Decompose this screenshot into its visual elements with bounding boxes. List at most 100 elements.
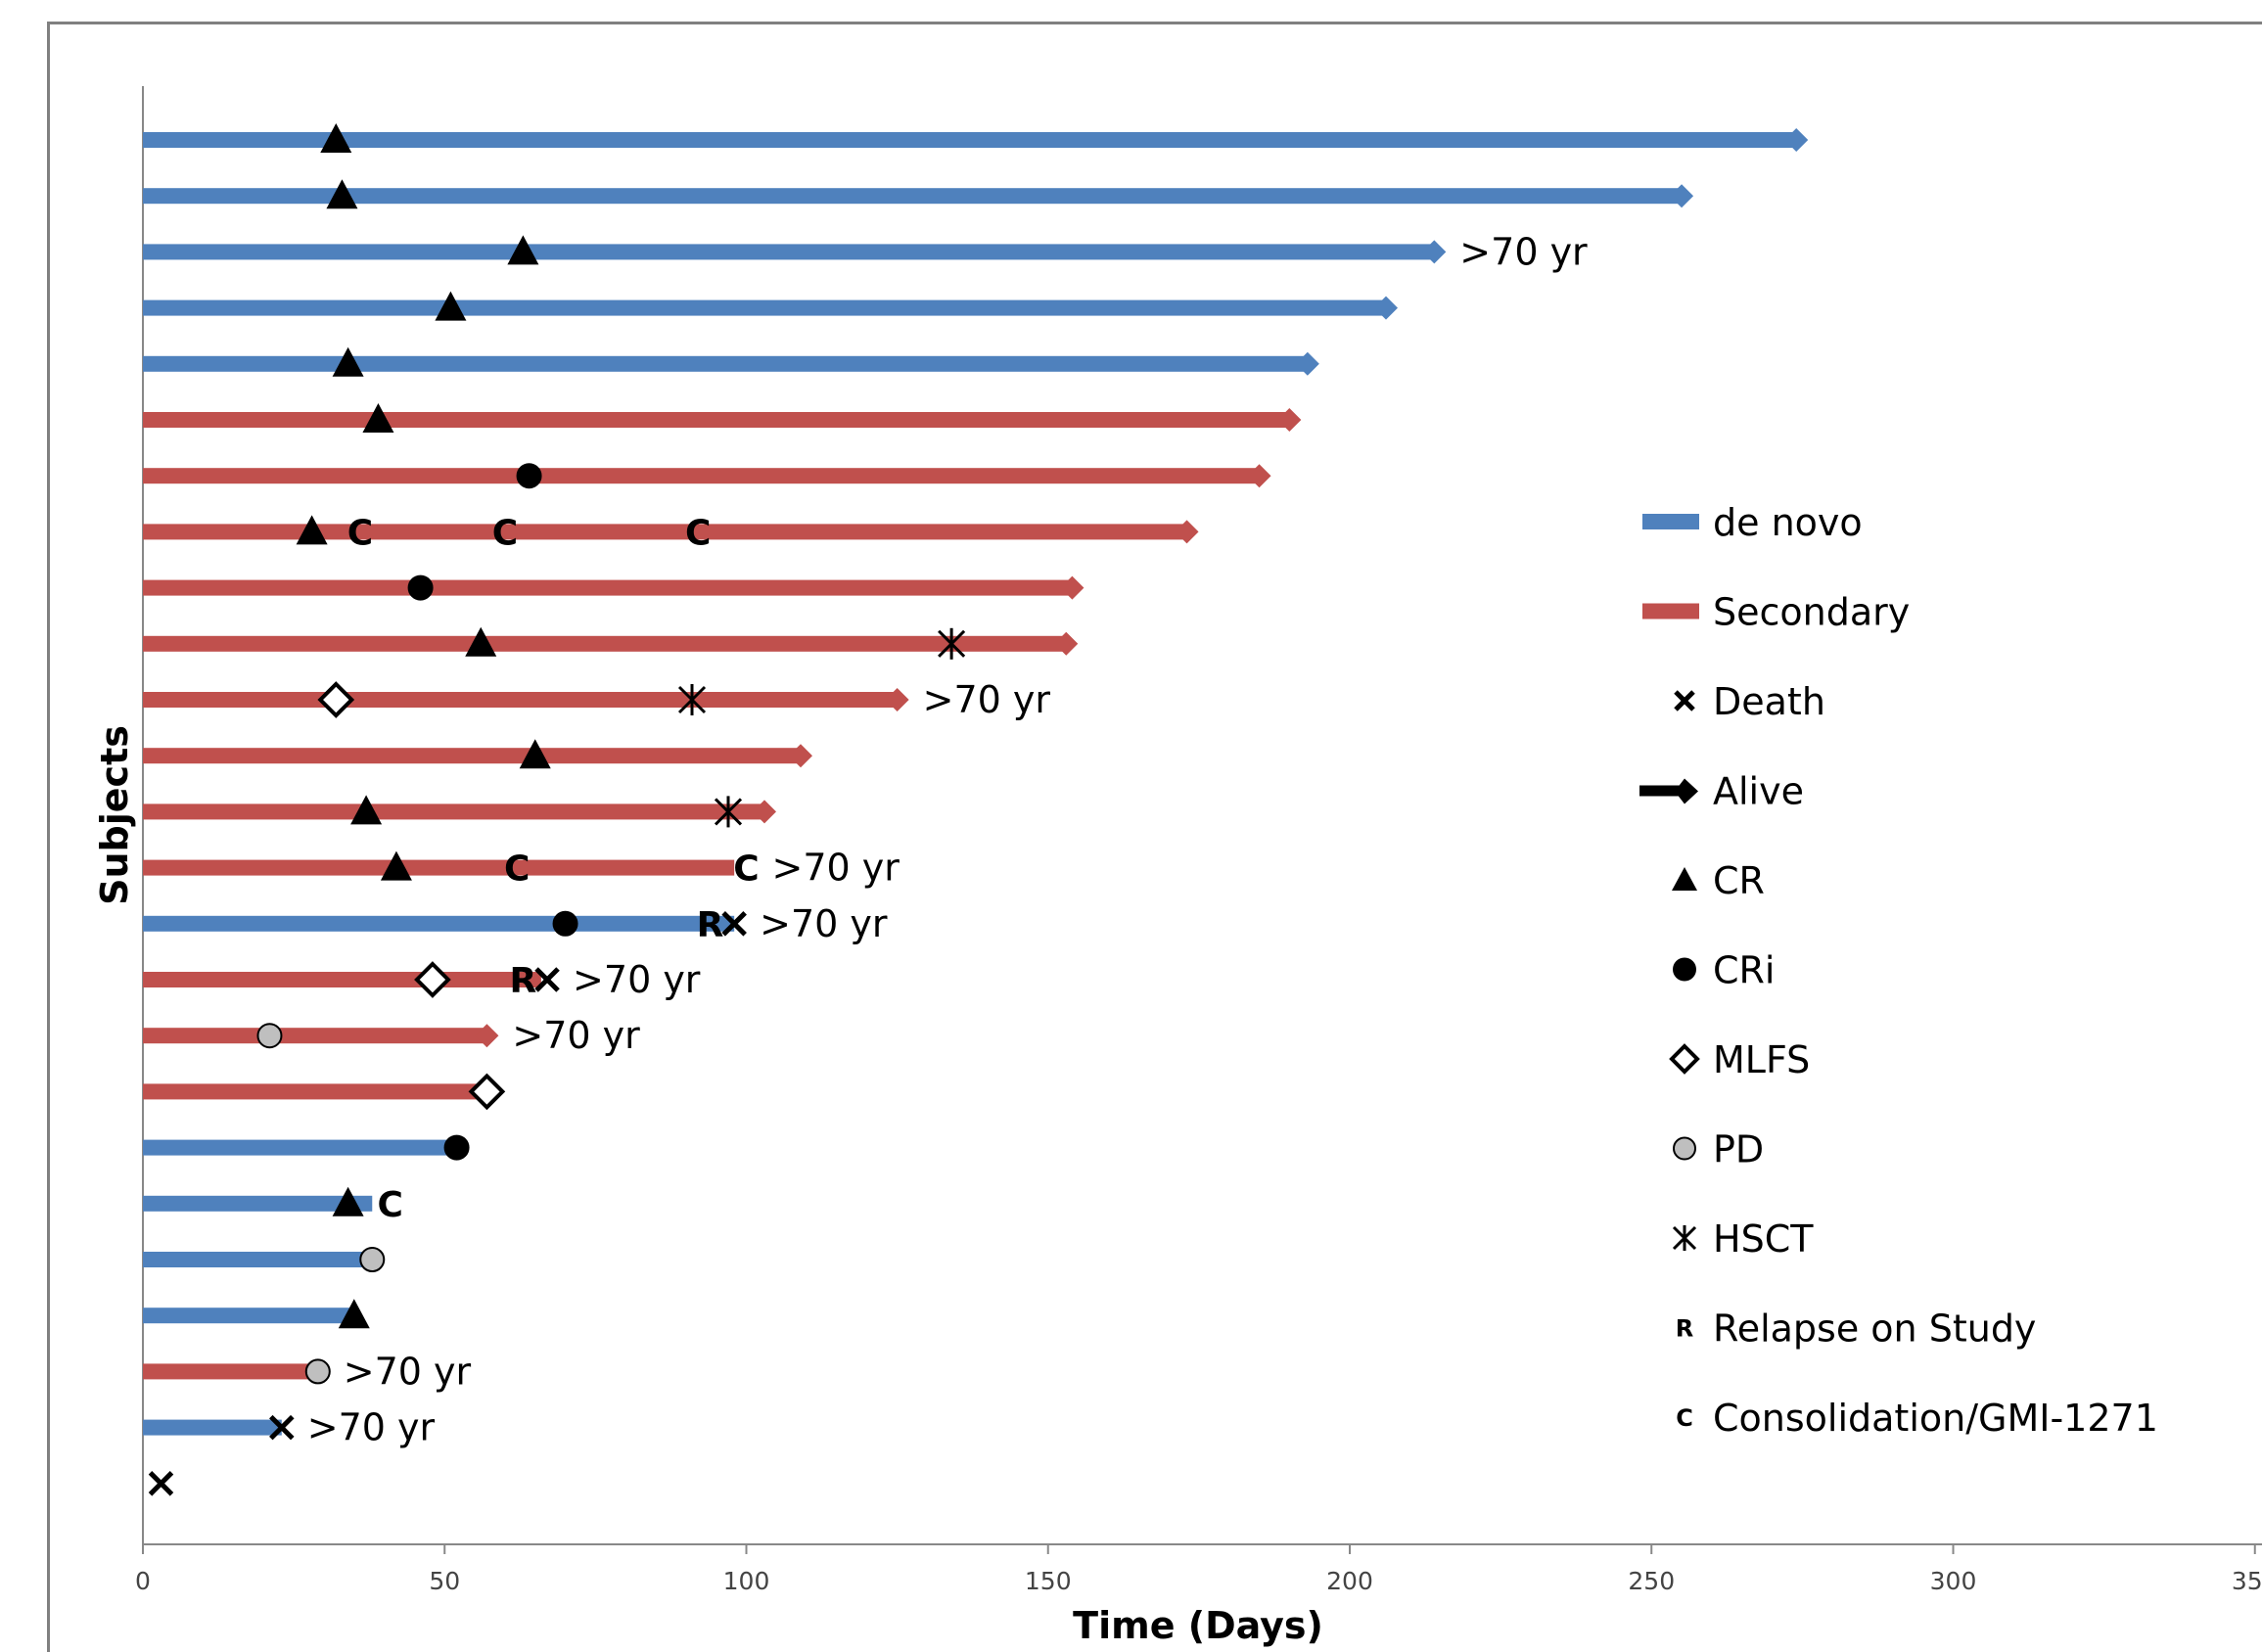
age-annotation: >70 yr	[573, 958, 701, 1001]
x-axis-title: Time (Days)	[1073, 1604, 1323, 1647]
duration-bar	[143, 468, 1260, 484]
alive-arrow	[1247, 464, 1271, 488]
consolidation-marker: C	[347, 513, 373, 553]
legend-item: C Consolidation/GMI-1271	[1676, 1397, 2158, 1440]
chart-frame	[47, 22, 2262, 1652]
cr-icon	[1672, 867, 1697, 891]
x-tick-label: 300	[1930, 1567, 1977, 1595]
consolidation-marker: C	[733, 849, 759, 890]
alive-arrow	[1295, 351, 1319, 376]
subject-lane	[143, 574, 1085, 601]
death-marker	[269, 1414, 295, 1441]
subject-lane: C	[143, 1185, 403, 1225]
subject-lane	[143, 123, 1809, 153]
duration-bar	[143, 915, 735, 932]
relapse-icon: R	[1676, 1315, 1693, 1343]
x-tick-label: 0	[135, 1567, 151, 1595]
cr-marker	[507, 235, 539, 265]
legend-item: HSCT	[1672, 1217, 1814, 1261]
legend-label: CR	[1713, 859, 1765, 902]
cri-marker	[443, 1134, 470, 1161]
legend-label: CRi	[1713, 949, 1776, 992]
cr-marker	[338, 1299, 370, 1329]
legend-item: Secondary	[1642, 591, 1910, 634]
pd-marker	[359, 1247, 386, 1272]
age-annotation: >70 yr	[772, 847, 900, 890]
death-icon	[1674, 690, 1695, 711]
pd-marker	[256, 1023, 283, 1049]
pd-icon	[1673, 1136, 1696, 1161]
hsct-icon	[1672, 1225, 1697, 1251]
duration-bar	[143, 412, 1290, 428]
duration-bar	[143, 299, 1386, 316]
subject-lane: >70 yr	[143, 230, 1588, 273]
subject-lane	[143, 1299, 370, 1329]
legend-label: MLFS	[1713, 1038, 1810, 1081]
cri-marker	[552, 910, 578, 937]
legend: de novoSecondaryDeathAliveCRCRiMLFSPDHSC…	[1639, 501, 2158, 1440]
age-annotation: >70 yr	[344, 1350, 472, 1393]
legend-label: PD	[1713, 1128, 1764, 1171]
alive-arrow	[475, 1024, 499, 1048]
hsct-marker	[714, 796, 743, 828]
legend-label: Secondary	[1713, 591, 1910, 634]
alive-arrow	[1422, 240, 1447, 264]
hsct-marker	[938, 627, 966, 660]
legend-swatch	[1642, 514, 1699, 529]
alive-arrow	[885, 688, 909, 711]
duration-bar	[143, 635, 1067, 652]
duration-bar	[143, 1083, 487, 1100]
cri-marker	[516, 463, 542, 489]
duration-bar	[143, 132, 1797, 148]
consolidation-marker: C	[378, 1185, 403, 1225]
subject-lane	[143, 463, 1271, 489]
death-marker	[534, 967, 560, 992]
cr-marker	[332, 346, 364, 377]
legend-item: MLFS	[1669, 1038, 1810, 1081]
age-annotation: >70 yr	[760, 902, 888, 945]
legend-item: CRi	[1673, 949, 1776, 992]
legend-item: Death	[1674, 680, 1825, 723]
legend-swatch	[1642, 603, 1699, 620]
subject-lane: R >70 yr	[143, 958, 701, 1001]
cr-marker	[296, 515, 328, 545]
alive-icon	[1639, 778, 1698, 804]
duration-bar	[143, 803, 764, 820]
consolidation-marker: C	[504, 849, 530, 890]
death-marker	[148, 1471, 174, 1496]
subject-lane	[143, 1134, 470, 1161]
legend-label: de novo	[1713, 501, 1863, 544]
y-axis-title: Subjects	[93, 725, 136, 905]
subject-lane	[143, 1073, 506, 1111]
pd-marker	[304, 1358, 331, 1385]
legend-item: Alive	[1639, 770, 1804, 813]
cr-marker	[380, 850, 412, 881]
duration-bar	[143, 748, 801, 764]
duration-bar	[143, 1363, 318, 1380]
subject-lane	[143, 291, 1398, 321]
cr-marker	[519, 739, 551, 769]
age-annotation: >70 yr	[307, 1406, 436, 1449]
subject-lane	[148, 1471, 174, 1496]
cr-marker	[332, 1186, 364, 1216]
subject-lane	[143, 179, 1694, 209]
subject-lane	[143, 626, 1079, 660]
subject-lane: >70 yr	[143, 1014, 640, 1057]
consolidation-icon: C	[1676, 1404, 1693, 1432]
mlfs-icon	[1669, 1043, 1700, 1075]
alive-arrow	[1277, 408, 1302, 432]
cr-marker	[320, 123, 352, 153]
legend-label: Alive	[1713, 770, 1804, 813]
subject-lane	[143, 403, 1302, 433]
relapse-marker: R	[510, 961, 537, 1001]
mlfs-marker	[468, 1073, 506, 1111]
legend-label: HSCT	[1713, 1217, 1814, 1261]
mlfs-marker	[414, 961, 451, 998]
cr-marker	[465, 626, 497, 657]
legend-label: Relapse on Study	[1713, 1308, 2036, 1351]
duration-bar	[143, 1308, 354, 1324]
cri-marker	[407, 574, 434, 601]
subject-lane: >70 yr	[143, 678, 1050, 721]
duration-bar	[143, 579, 1073, 596]
